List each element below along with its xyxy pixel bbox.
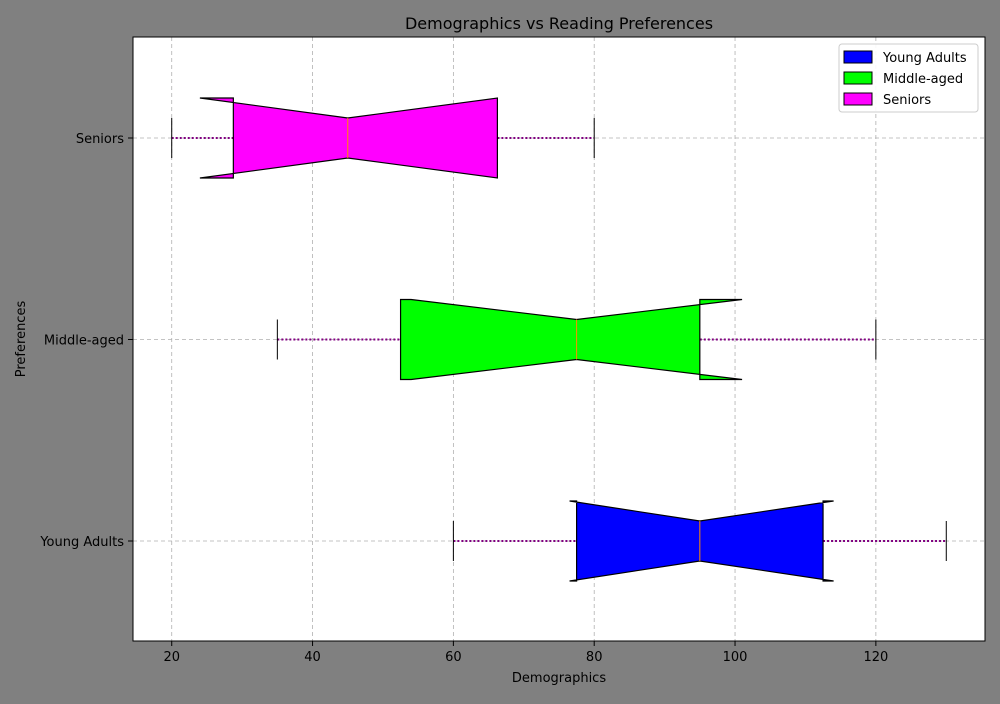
x-tick-label: 20 (163, 650, 180, 665)
notched-box (569, 500, 834, 582)
notched-box (399, 298, 743, 381)
legend-swatch (843, 50, 873, 64)
y-tick-label: Middle-aged (44, 334, 124, 349)
notched-box (199, 97, 498, 179)
legend: Young Adults Middle-aged Seniors (838, 43, 979, 113)
legend-box (838, 43, 979, 113)
legend-swatch (843, 92, 873, 106)
legend-swatch (843, 71, 873, 85)
x-axis-label: Demographics (512, 671, 606, 686)
legend-label: Seniors (883, 93, 931, 108)
axes: 20 40 60 80 100 120 Young Adults Middle-aged Sen… (39, 132, 888, 665)
y-tick-label: Seniors (76, 132, 124, 147)
legend-label: Middle-aged (883, 72, 963, 87)
y-tick-label: Young Adults (39, 535, 124, 550)
x-tick-label: 40 (304, 650, 321, 665)
x-tick-label: 80 (586, 650, 603, 665)
y-axis-label: Preferences (14, 301, 29, 378)
x-tick-label: 120 (863, 650, 888, 665)
boxes (171, 97, 947, 582)
legend-label: Young Adults (882, 51, 967, 66)
x-tick-label: 60 (445, 650, 462, 665)
x-tick-label: 100 (723, 650, 748, 665)
chart-title: Demographics vs Reading Preferences (405, 14, 713, 33)
